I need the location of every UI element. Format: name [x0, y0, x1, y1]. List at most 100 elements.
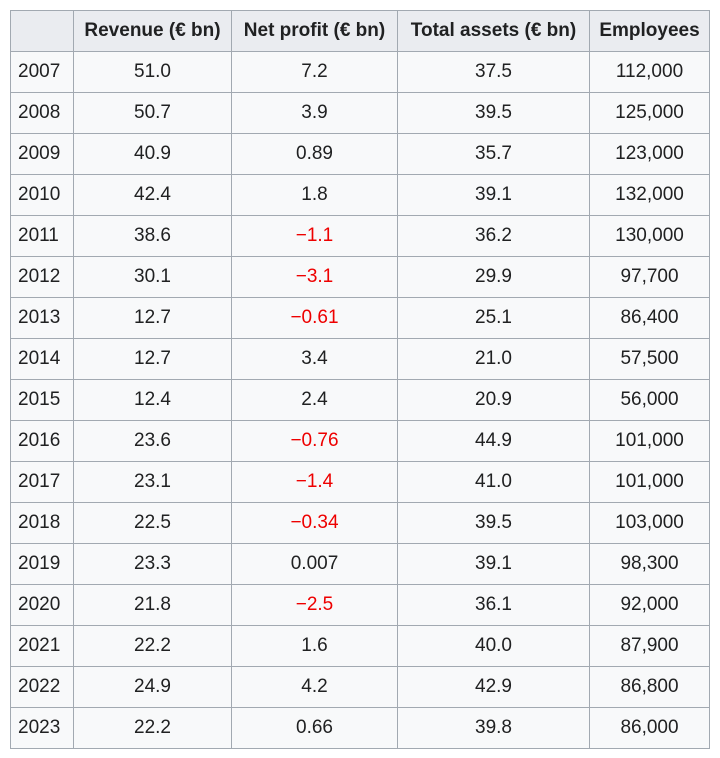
cell-net-profit: 0.007	[231, 543, 398, 585]
cell-total-assets: 44.9	[397, 420, 590, 462]
table-row: 2011 38.6 −1.1 36.2 130,000	[10, 215, 710, 257]
cell-year: 2020	[10, 584, 74, 626]
table-row: 2017 23.1 −1.4 41.0 101,000	[10, 461, 710, 503]
cell-total-assets: 36.1	[397, 584, 590, 626]
cell-revenue: 38.6	[73, 215, 232, 257]
cell-employees: 86,400	[589, 297, 710, 339]
cell-year: 2009	[10, 133, 74, 175]
cell-revenue: 22.2	[73, 707, 232, 749]
cell-year: 2017	[10, 461, 74, 503]
cell-total-assets: 29.9	[397, 256, 590, 298]
cell-net-profit: 4.2	[231, 666, 398, 708]
table-row: 2021 22.2 1.6 40.0 87,900	[10, 625, 710, 667]
cell-year: 2015	[10, 379, 74, 421]
financials-table: Revenue (€ bn) Net profit (€ bn) Total a…	[10, 10, 710, 749]
cell-revenue: 12.7	[73, 338, 232, 380]
header-employees: Employees	[589, 10, 710, 52]
cell-employees: 92,000	[589, 584, 710, 626]
table-row: 2009 40.9 0.89 35.7 123,000	[10, 133, 710, 175]
cell-net-profit: −0.34	[231, 502, 398, 544]
cell-year: 2023	[10, 707, 74, 749]
cell-net-profit: 0.66	[231, 707, 398, 749]
table-row: 2008 50.7 3.9 39.5 125,000	[10, 92, 710, 134]
cell-net-profit: 3.4	[231, 338, 398, 380]
cell-revenue: 24.9	[73, 666, 232, 708]
table-row: 2022 24.9 4.2 42.9 86,800	[10, 666, 710, 708]
cell-employees: 101,000	[589, 420, 710, 462]
table-row: 2023 22.2 0.66 39.8 86,000	[10, 707, 710, 749]
cell-total-assets: 20.9	[397, 379, 590, 421]
cell-year: 2010	[10, 174, 74, 216]
cell-employees: 86,800	[589, 666, 710, 708]
cell-year: 2011	[10, 215, 74, 257]
cell-total-assets: 25.1	[397, 297, 590, 339]
cell-revenue: 22.2	[73, 625, 232, 667]
cell-revenue: 50.7	[73, 92, 232, 134]
table-row: 2012 30.1 −3.1 29.9 97,700	[10, 256, 710, 298]
table-row: 2013 12.7 −0.61 25.1 86,400	[10, 297, 710, 339]
cell-year: 2016	[10, 420, 74, 462]
cell-revenue: 22.5	[73, 502, 232, 544]
financials-table-container: Revenue (€ bn) Net profit (€ bn) Total a…	[10, 10, 710, 749]
cell-employees: 98,300	[589, 543, 710, 585]
cell-employees: 101,000	[589, 461, 710, 503]
cell-net-profit: −2.5	[231, 584, 398, 626]
cell-year: 2014	[10, 338, 74, 380]
cell-revenue: 30.1	[73, 256, 232, 298]
cell-net-profit: 1.6	[231, 625, 398, 667]
cell-year: 2019	[10, 543, 74, 585]
cell-employees: 103,000	[589, 502, 710, 544]
header-corner-cell	[10, 10, 74, 52]
cell-net-profit: −3.1	[231, 256, 398, 298]
cell-net-profit: −1.4	[231, 461, 398, 503]
cell-net-profit: −0.61	[231, 297, 398, 339]
table-row: 2015 12.4 2.4 20.9 56,000	[10, 379, 710, 421]
table-row: 2016 23.6 −0.76 44.9 101,000	[10, 420, 710, 462]
table-row: 2010 42.4 1.8 39.1 132,000	[10, 174, 710, 216]
header-revenue: Revenue (€ bn)	[73, 10, 232, 52]
cell-revenue: 42.4	[73, 174, 232, 216]
cell-employees: 123,000	[589, 133, 710, 175]
cell-total-assets: 36.2	[397, 215, 590, 257]
cell-employees: 57,500	[589, 338, 710, 380]
cell-total-assets: 39.1	[397, 543, 590, 585]
table-body: 2007 51.0 7.2 37.5 112,000 2008 50.7 3.9 39.5 125…	[10, 51, 710, 749]
table-row: 2018 22.5 −0.34 39.5 103,000	[10, 502, 710, 544]
cell-total-assets: 42.9	[397, 666, 590, 708]
cell-total-assets: 39.1	[397, 174, 590, 216]
cell-employees: 125,000	[589, 92, 710, 134]
cell-revenue: 23.6	[73, 420, 232, 462]
table-row: 2020 21.8 −2.5 36.1 92,000	[10, 584, 710, 626]
cell-net-profit: −0.76	[231, 420, 398, 462]
header-total-assets: Total assets (€ bn)	[397, 10, 590, 52]
header-net-profit: Net profit (€ bn)	[231, 10, 398, 52]
cell-employees: 130,000	[589, 215, 710, 257]
cell-total-assets: 40.0	[397, 625, 590, 667]
table-row: 2019 23.3 0.007 39.1 98,300	[10, 543, 710, 585]
cell-net-profit: 1.8	[231, 174, 398, 216]
cell-year: 2022	[10, 666, 74, 708]
cell-employees: 87,900	[589, 625, 710, 667]
cell-revenue: 51.0	[73, 51, 232, 93]
cell-year: 2012	[10, 256, 74, 298]
cell-revenue: 23.1	[73, 461, 232, 503]
cell-revenue: 21.8	[73, 584, 232, 626]
cell-net-profit: 0.89	[231, 133, 398, 175]
cell-employees: 86,000	[589, 707, 710, 749]
cell-year: 2008	[10, 92, 74, 134]
cell-total-assets: 41.0	[397, 461, 590, 503]
cell-total-assets: 39.8	[397, 707, 590, 749]
cell-employees: 56,000	[589, 379, 710, 421]
cell-year: 2013	[10, 297, 74, 339]
cell-revenue: 12.7	[73, 297, 232, 339]
cell-employees: 132,000	[589, 174, 710, 216]
table-row: 2014 12.7 3.4 21.0 57,500	[10, 338, 710, 380]
cell-net-profit: 3.9	[231, 92, 398, 134]
cell-net-profit: −1.1	[231, 215, 398, 257]
cell-total-assets: 39.5	[397, 502, 590, 544]
cell-revenue: 12.4	[73, 379, 232, 421]
header-row: Revenue (€ bn) Net profit (€ bn) Total a…	[10, 10, 710, 52]
cell-net-profit: 7.2	[231, 51, 398, 93]
table-row: 2007 51.0 7.2 37.5 112,000	[10, 51, 710, 93]
cell-employees: 112,000	[589, 51, 710, 93]
